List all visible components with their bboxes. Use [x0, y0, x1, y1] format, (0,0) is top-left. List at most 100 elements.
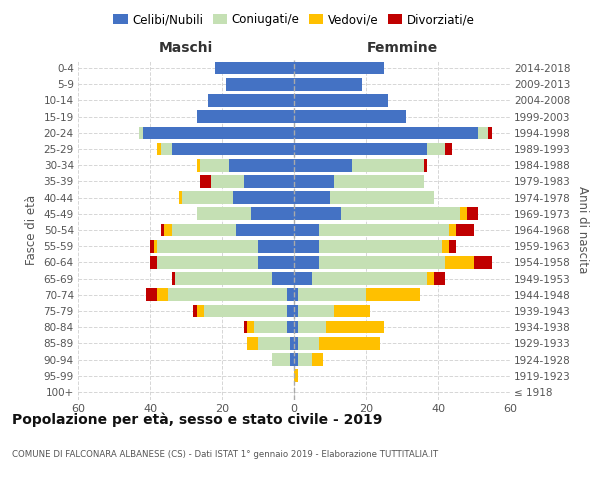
Bar [247, 337, 258, 349]
Bar [294, 337, 298, 349]
Bar [208, 94, 294, 107]
Bar [287, 288, 294, 301]
Bar [258, 337, 290, 349]
Bar [244, 175, 294, 188]
Bar [319, 224, 449, 236]
Bar [341, 208, 460, 220]
Bar [204, 304, 287, 318]
Bar [172, 224, 236, 236]
Bar [294, 142, 427, 156]
Bar [197, 159, 200, 172]
Bar [272, 353, 290, 366]
Bar [157, 256, 258, 268]
Bar [197, 110, 294, 123]
Bar [168, 288, 287, 301]
Legend: Celibi/Nubili, Coniugati/e, Vedovi/e, Divorziati/e: Celibi/Nubili, Coniugati/e, Vedovi/e, Di… [109, 8, 479, 31]
Bar [251, 208, 294, 220]
Bar [287, 304, 294, 318]
Bar [334, 175, 424, 188]
Bar [157, 142, 161, 156]
Bar [319, 256, 445, 268]
Bar [456, 224, 474, 236]
Bar [445, 142, 452, 156]
Bar [272, 272, 294, 285]
Bar [287, 321, 294, 334]
Bar [164, 224, 172, 236]
Bar [449, 224, 456, 236]
Bar [150, 256, 157, 268]
Bar [298, 288, 366, 301]
Y-axis label: Anni di nascita: Anni di nascita [577, 186, 589, 274]
Bar [200, 175, 211, 188]
Bar [143, 126, 294, 139]
Bar [294, 159, 352, 172]
Text: Femmine: Femmine [367, 41, 437, 55]
Bar [294, 224, 319, 236]
Bar [197, 304, 204, 318]
Text: COMUNE DI FALCONARA ALBANESE (CS) - Dati ISTAT 1° gennaio 2019 - Elaborazione TU: COMUNE DI FALCONARA ALBANESE (CS) - Dati… [12, 450, 438, 459]
Bar [172, 142, 294, 156]
Bar [290, 353, 294, 366]
Bar [467, 208, 478, 220]
Bar [424, 159, 427, 172]
Bar [179, 192, 182, 204]
Bar [244, 321, 247, 334]
Bar [312, 353, 323, 366]
Bar [319, 240, 442, 252]
Text: Popolazione per età, sesso e stato civile - 2019: Popolazione per età, sesso e stato civil… [12, 412, 382, 427]
Bar [298, 337, 319, 349]
Bar [488, 126, 492, 139]
Bar [442, 240, 449, 252]
Bar [298, 321, 326, 334]
Bar [236, 224, 294, 236]
Bar [445, 256, 474, 268]
Bar [150, 240, 154, 252]
Bar [197, 208, 251, 220]
Bar [229, 159, 294, 172]
Bar [449, 240, 456, 252]
Bar [139, 126, 143, 139]
Bar [258, 240, 294, 252]
Bar [290, 337, 294, 349]
Bar [460, 208, 467, 220]
Bar [294, 288, 298, 301]
Bar [294, 304, 298, 318]
Bar [294, 110, 406, 123]
Bar [182, 192, 233, 204]
Bar [193, 304, 197, 318]
Bar [366, 288, 420, 301]
Bar [294, 62, 384, 74]
Bar [294, 78, 362, 90]
Bar [294, 208, 341, 220]
Bar [294, 192, 330, 204]
Bar [478, 126, 488, 139]
Bar [200, 159, 229, 172]
Bar [254, 321, 287, 334]
Bar [326, 321, 384, 334]
Bar [294, 272, 312, 285]
Bar [247, 321, 254, 334]
Bar [319, 337, 380, 349]
Bar [312, 272, 427, 285]
Bar [258, 256, 294, 268]
Bar [294, 240, 319, 252]
Bar [215, 62, 294, 74]
Bar [434, 272, 445, 285]
Bar [161, 142, 172, 156]
Y-axis label: Fasce di età: Fasce di età [25, 195, 38, 265]
Bar [427, 272, 434, 285]
Bar [474, 256, 492, 268]
Bar [330, 192, 434, 204]
Bar [294, 175, 334, 188]
Bar [211, 175, 244, 188]
Bar [157, 240, 258, 252]
Bar [233, 192, 294, 204]
Bar [334, 304, 370, 318]
Bar [298, 353, 312, 366]
Bar [226, 78, 294, 90]
Bar [175, 272, 272, 285]
Bar [294, 94, 388, 107]
Bar [161, 224, 164, 236]
Bar [146, 288, 157, 301]
Bar [294, 126, 478, 139]
